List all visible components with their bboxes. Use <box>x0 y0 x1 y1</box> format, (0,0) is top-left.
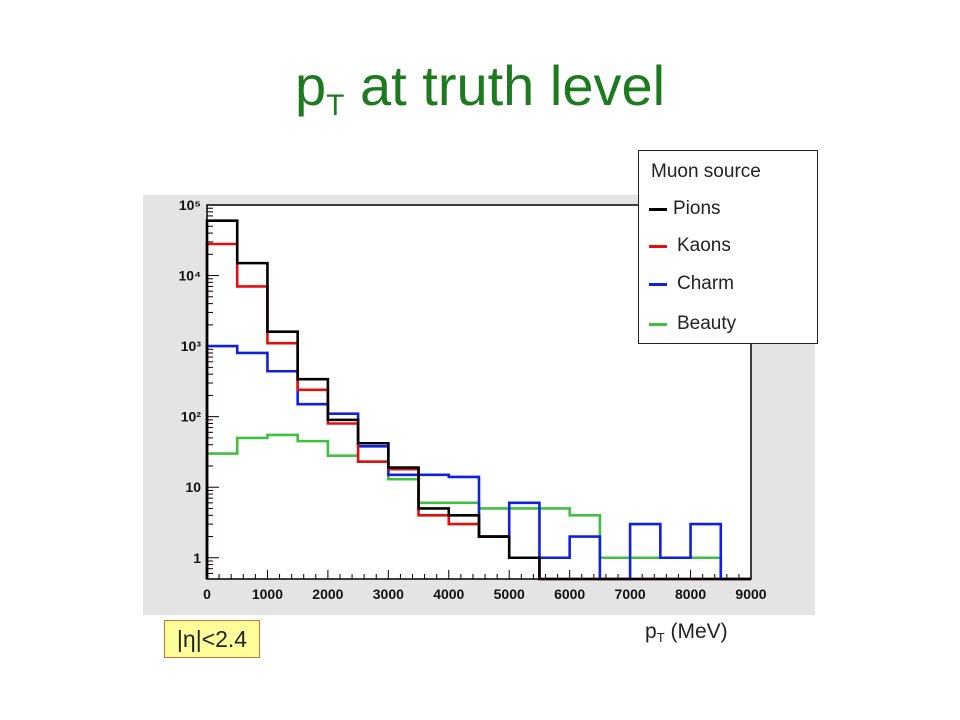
y-tick-label: 10 <box>185 479 201 495</box>
title-subscript: T <box>326 89 345 122</box>
x-tick-label: 4000 <box>433 586 464 602</box>
x-tick-label: 1000 <box>252 586 283 602</box>
page-title: pT at truth level <box>0 58 960 121</box>
y-tick-label: 10² <box>181 409 202 425</box>
legend-swatch <box>649 245 667 248</box>
x-tick-label: 0 <box>203 586 211 602</box>
x-tick-label: 2000 <box>312 586 343 602</box>
x-axis-label: pT (MeV) <box>645 620 728 645</box>
legend-label: Kaons <box>677 235 731 256</box>
legend-label: Charm <box>677 273 735 294</box>
legend-swatch <box>649 208 667 211</box>
x-tick-label: 9000 <box>735 586 766 602</box>
legend-swatch <box>649 283 667 286</box>
legend-label: Beauty <box>677 313 737 334</box>
title-main: p <box>294 54 327 117</box>
legend-title: Muon source <box>651 161 761 182</box>
y-tick-label: 10⁴ <box>179 268 202 284</box>
y-tick-label: 1 <box>193 550 201 566</box>
legend-swatch <box>649 323 667 326</box>
series-charm <box>205 344 751 581</box>
x-axis-label-subscript: T <box>656 630 665 645</box>
legend-label: Pions <box>673 198 721 219</box>
x-tick-label: 8000 <box>675 586 706 602</box>
title-rest: at truth level <box>344 54 666 117</box>
x-axis-label-main: p <box>645 620 657 643</box>
series-pions <box>205 219 751 581</box>
x-tick-label: 5000 <box>494 586 525 602</box>
x-tick-label: 3000 <box>373 586 404 602</box>
y-tick-label: 10⁵ <box>179 197 201 213</box>
x-tick-label: 7000 <box>615 586 646 602</box>
y-tick-label: 10³ <box>181 338 202 354</box>
eta-cut-label: |η|<2.4 <box>164 620 260 658</box>
x-axis-label-rest: (MeV) <box>664 620 728 643</box>
legend: Muon source Pions Kaons Charm Beauty <box>638 150 818 344</box>
x-tick-label: 6000 <box>554 586 585 602</box>
